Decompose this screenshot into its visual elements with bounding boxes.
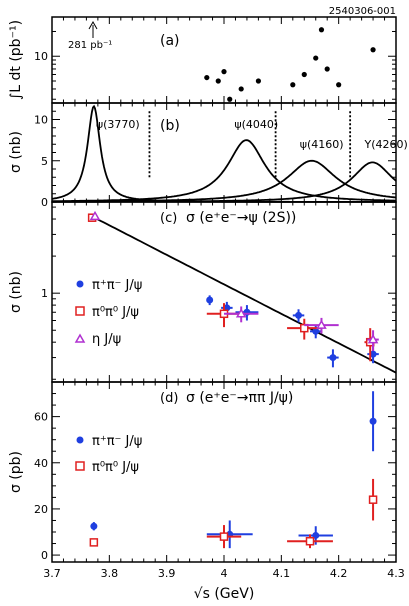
y-tick-label-d: 0 [41,549,48,562]
lumi-point [227,96,233,102]
panel-d-label: (d) [160,391,178,406]
y-tick-label-d: 60 [34,411,48,424]
x-tick-label: 3.9 [158,567,176,580]
panel-d-ylabel: σ (pb) [8,451,24,493]
panel-d-title: σ (e⁺e⁻→ππ J/ψ) [186,390,293,406]
resonance-curve-1 [51,139,396,203]
legend-d-pipi-label: π⁺π⁻ J/ψ [92,434,142,449]
legend-c-pi0pi0-marker [75,306,85,316]
x-tick-label: 4 [221,567,228,580]
fit-curve [91,215,397,374]
panel-c-legend: π⁺π⁻ J/ψ π⁰π⁰ J/ψ η J/ψ [74,278,142,347]
x-tick-label: 4.2 [330,567,348,580]
panel-a-ylabel: ∫L dt (pb⁻¹) [8,20,24,100]
lumi-point [204,74,210,81]
panel-a-annotation: 281 pb⁻¹ [68,40,112,51]
x-tick-label: 3.8 [101,567,119,580]
y-tick-label-b: 0 [41,196,48,209]
panel-a-label: (a) [160,33,180,49]
psi2s-point [367,334,379,344]
legend-c-pi0pi0-label: π⁰π⁰ J/ψ [92,305,139,320]
legend-c-pipi-marker [76,280,84,288]
panel-a-frame [51,16,397,104]
pipijpsi-point [305,536,315,546]
lumi-point [370,47,376,53]
figure-id: 2540306-001 [329,6,396,17]
lumi-point [318,27,325,33]
legend-d-pi0pi0-marker [75,461,85,471]
panel-c-title: σ (e⁺e⁻→ψ (2S)) [186,210,296,226]
x-tick-label: 4.3 [387,567,405,580]
pipijpsi-point [90,522,98,530]
y-tick-label-a: 10 [34,50,48,63]
y-tick-label-d: 40 [34,457,48,470]
resonance-label-0: ψ(3770) [96,118,140,131]
x-axis-label: √s (GeV) [194,586,255,602]
y-tick-label-d: 20 [34,503,48,516]
panel-d-legend: π⁺π⁻ J/ψ π⁰π⁰ J/ψ [75,434,142,475]
plot-layer: 3.7 3.8 3.9 4 4.1 4.2 4.310051010204060ψ(3770)… [34,16,408,580]
psi2s-point [89,210,101,221]
lumi-point [255,78,261,84]
resonance-label-2: ψ(4160) [300,138,344,151]
panel-b-ylabel: σ (nb) [8,131,24,173]
lumi-point [215,78,221,84]
y-tick-label-b: 10 [34,114,48,127]
panel-a-arrow-head [88,20,98,30]
pipijpsi-point [219,532,229,541]
legend-d-pipi-marker [76,436,84,444]
pipijpsi-point [369,417,377,425]
panel-b-label: (b) [160,118,180,134]
legend-d-pi0pi0-label: π⁰π⁰ J/ψ [92,460,139,475]
lumi-point [336,82,342,88]
resonance-label-1: ψ(4040) [234,118,278,131]
lumi-point [313,55,319,61]
y-tick-label-b: 5 [41,155,48,168]
psi2s-point [369,350,377,358]
x-tick-label: 4.1 [273,567,291,580]
pipijpsi-point [89,538,99,547]
x-tick-label: 3.7 [43,567,61,580]
resonance-label-3: Y(4260) [363,138,407,151]
lumi-point [221,69,227,75]
y-tick-label-c: 1 [41,287,48,300]
psi2s-point [295,311,303,319]
lumi-point [301,71,307,78]
psi2s-point [235,308,247,318]
legend-c-eta-marker [74,333,86,343]
psi2s-point [312,327,320,335]
resonance-curve-3 [52,161,397,203]
pipijpsi-point [368,495,378,504]
legend-c-eta-label: η J/ψ [92,332,121,347]
legend-c-pipi-label: π⁺π⁻ J/ψ [92,278,142,293]
psi2s-point [329,354,337,362]
psi2s-point [206,296,214,304]
lumi-point [290,82,296,88]
lumi-point [324,66,330,72]
psi2s-point [316,319,327,329]
panel-c-ylabel: σ (nb) [8,271,24,313]
lumi-point [238,86,244,92]
panel-c-label: (c) [160,211,177,226]
